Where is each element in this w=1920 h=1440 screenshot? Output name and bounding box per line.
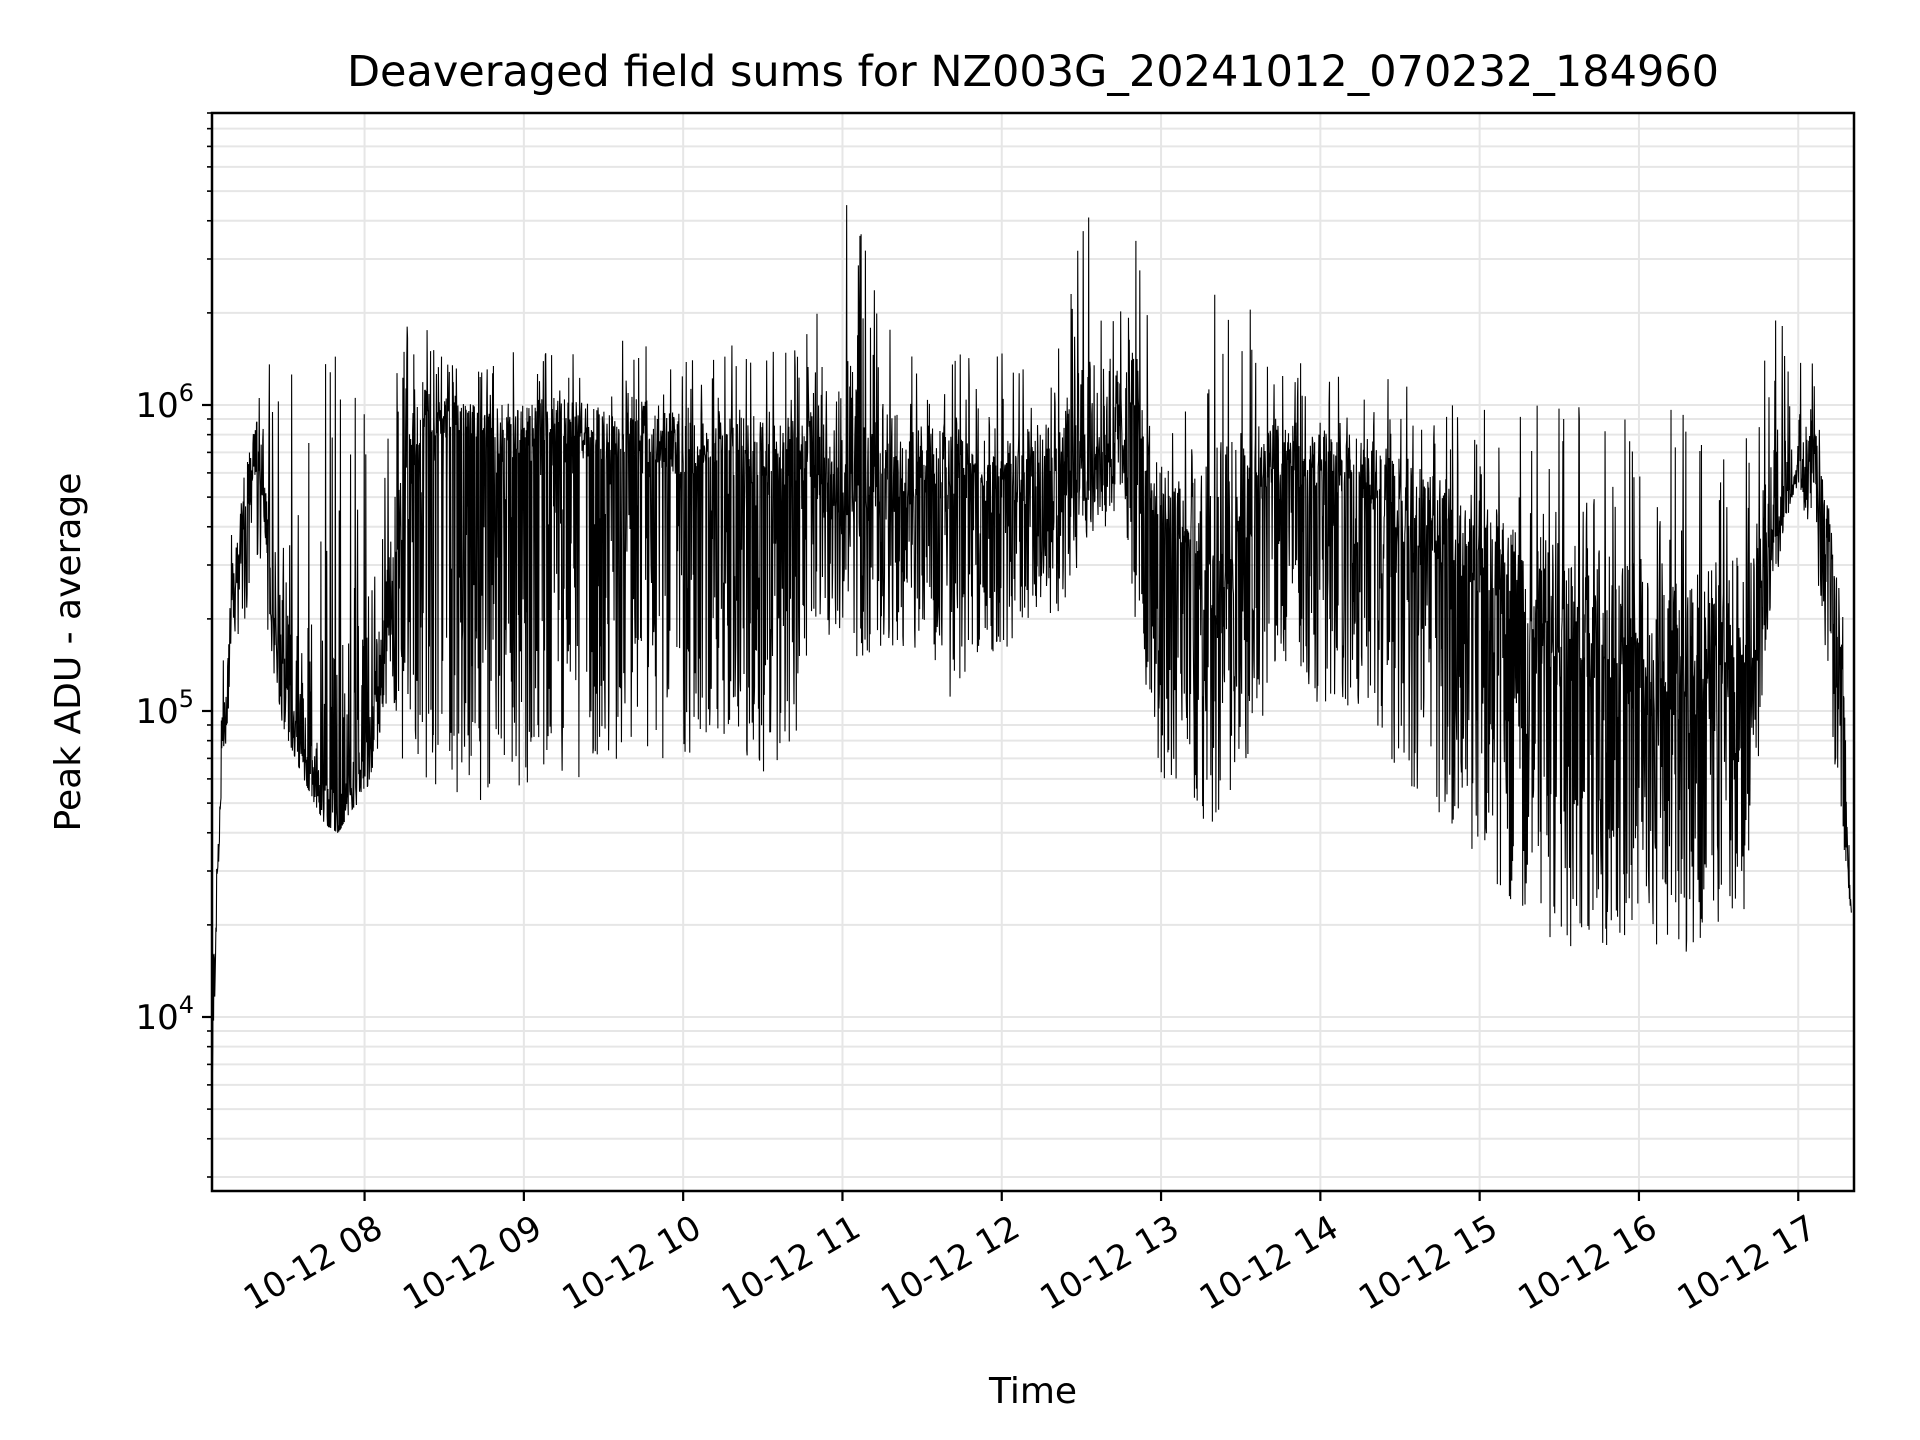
plot-frame bbox=[210, 111, 1856, 1193]
y-tick-label: 105 bbox=[135, 685, 194, 732]
y-tick-label: 104 bbox=[135, 991, 194, 1038]
y-tick-label-exponent: 4 bbox=[179, 991, 194, 1019]
chart-title: Deaveraged field sums for NZ003G_2024101… bbox=[347, 47, 1719, 97]
y-tick-label-exponent: 5 bbox=[179, 685, 194, 713]
y-tick-label-base: 10 bbox=[135, 386, 178, 426]
series-line bbox=[211, 205, 1852, 1079]
x-axis-label: Time bbox=[988, 1371, 1077, 1412]
y-tick-label: 106 bbox=[135, 379, 194, 426]
plot-area bbox=[211, 112, 1854, 1191]
y-tick-label-base: 10 bbox=[135, 692, 178, 732]
y-tick-label-exponent: 6 bbox=[179, 379, 194, 407]
x-grid bbox=[363, 113, 1800, 1191]
y-tick-label-base: 10 bbox=[135, 998, 178, 1038]
y-axis-label: Peak ADU - average bbox=[48, 473, 89, 832]
series-layer bbox=[211, 205, 1852, 1079]
